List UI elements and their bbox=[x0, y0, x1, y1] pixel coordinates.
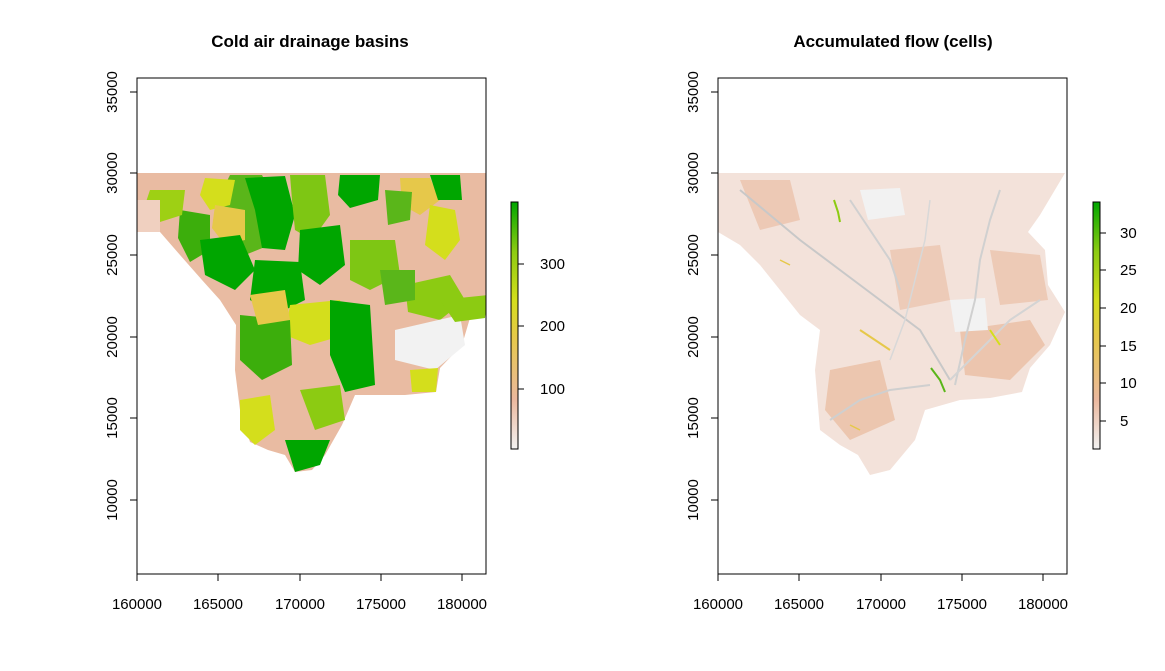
flow-stream bbox=[849, 424, 861, 431]
legend-tick-label: 15 bbox=[1120, 338, 1137, 355]
flow-shade bbox=[990, 250, 1048, 305]
flow-stream bbox=[930, 367, 946, 393]
legend-tick-label: 10 bbox=[1120, 375, 1137, 392]
legend-tick-label: 300 bbox=[540, 256, 565, 273]
basin-patch bbox=[300, 385, 345, 430]
basin-patch bbox=[410, 368, 438, 392]
y-axis: 10000 15000 20000 25000 30000 35000 bbox=[104, 71, 138, 521]
x-axis: 160000 165000 170000 175000 180000 bbox=[693, 573, 1068, 613]
x-tick-label: 180000 bbox=[1018, 596, 1068, 613]
y-tick-label: 15000 bbox=[104, 397, 121, 439]
basin-patch bbox=[240, 395, 275, 445]
legend-tick-label: 100 bbox=[540, 381, 565, 398]
y-tick-label: 25000 bbox=[104, 234, 121, 276]
y-tick-label: 10000 bbox=[104, 479, 121, 521]
basin-patch bbox=[200, 235, 255, 290]
panel-flow: Accumulated flow (cells) bbox=[685, 32, 1137, 613]
x-axis: 160000 165000 170000 175000 180000 bbox=[112, 573, 487, 613]
basin-patch bbox=[425, 205, 460, 260]
basin-patch bbox=[430, 175, 462, 200]
y-tick-label: 25000 bbox=[685, 234, 702, 276]
flow-stream bbox=[833, 199, 841, 223]
flow-shade bbox=[960, 320, 1045, 380]
x-tick-label: 165000 bbox=[193, 596, 243, 613]
y-tick-label: 30000 bbox=[685, 152, 702, 194]
color-legend: 100 200 300 bbox=[510, 201, 565, 450]
basin-patch bbox=[200, 178, 235, 210]
legend-tick-label: 200 bbox=[540, 318, 565, 335]
basin-patch bbox=[298, 225, 345, 285]
legend-tick-label: 30 bbox=[1120, 225, 1137, 242]
y-tick-label: 20000 bbox=[104, 316, 121, 358]
flow-shade bbox=[950, 298, 988, 332]
basin-patch bbox=[290, 175, 330, 240]
basin-patch bbox=[440, 295, 486, 322]
flow-map-base bbox=[718, 173, 1065, 475]
x-tick-label: 175000 bbox=[937, 596, 987, 613]
flow-stream bbox=[779, 259, 791, 266]
y-axis: 10000 15000 20000 25000 30000 35000 bbox=[685, 71, 719, 521]
basin-patch bbox=[385, 190, 412, 225]
x-tick-label: 160000 bbox=[112, 596, 162, 613]
legend-tick-label: 25 bbox=[1120, 262, 1137, 279]
x-tick-label: 170000 bbox=[856, 596, 906, 613]
flow-shade bbox=[740, 180, 800, 230]
basin-patch bbox=[380, 270, 415, 305]
flow-channel bbox=[949, 299, 1041, 381]
y-tick-label: 35000 bbox=[685, 71, 702, 113]
x-tick-label: 170000 bbox=[275, 596, 325, 613]
legend-tick-label: 20 bbox=[1120, 300, 1137, 317]
y-tick-label: 10000 bbox=[685, 479, 702, 521]
basin-patch bbox=[245, 176, 295, 250]
x-tick-label: 180000 bbox=[437, 596, 487, 613]
chart-title: Accumulated flow (cells) bbox=[793, 32, 992, 51]
basin-patch bbox=[212, 205, 245, 245]
basin-patch bbox=[330, 300, 375, 392]
color-legend: 5 10 15 20 25 30 bbox=[1092, 201, 1137, 450]
panel-basins: Cold air drainage basins bbox=[104, 32, 565, 613]
basin-patch bbox=[285, 440, 330, 472]
y-tick-label: 20000 bbox=[685, 316, 702, 358]
basin-patch bbox=[240, 315, 292, 380]
flow-channel bbox=[829, 384, 931, 421]
basin-patch bbox=[338, 175, 380, 208]
flow-raster bbox=[718, 173, 1065, 475]
y-tick-label: 35000 bbox=[104, 71, 121, 113]
flow-channel bbox=[889, 199, 931, 361]
legend-colorbar bbox=[510, 201, 519, 450]
x-tick-label: 160000 bbox=[693, 596, 743, 613]
basin-patch bbox=[395, 315, 465, 370]
flow-stream bbox=[859, 329, 891, 351]
y-tick-label: 30000 bbox=[104, 152, 121, 194]
y-tick-label: 15000 bbox=[685, 397, 702, 439]
basin-patch bbox=[137, 200, 160, 232]
flow-channel bbox=[739, 189, 951, 381]
legend-colorbar bbox=[1092, 201, 1101, 450]
x-tick-label: 175000 bbox=[356, 596, 406, 613]
flow-shade bbox=[890, 245, 950, 310]
flow-channel bbox=[954, 189, 1001, 386]
chart-title: Cold air drainage basins bbox=[211, 32, 408, 51]
flow-channel bbox=[849, 199, 901, 291]
basin-patch bbox=[250, 290, 290, 325]
legend-tick-label: 5 bbox=[1120, 413, 1128, 430]
basins-raster bbox=[137, 173, 486, 472]
flow-shade bbox=[860, 188, 905, 220]
x-tick-label: 165000 bbox=[774, 596, 824, 613]
flow-stream bbox=[989, 329, 1001, 346]
